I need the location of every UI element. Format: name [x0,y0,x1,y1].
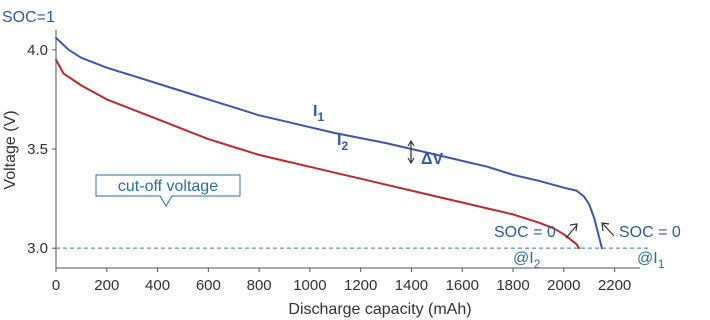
i1-letter: I [313,103,317,120]
y-tick-label-3.0: 3.0 [27,240,48,257]
x-tick-label-800: 800 [247,277,272,294]
soc0-i2-arrow [565,223,578,239]
x-tick-label-1600: 1600 [446,277,479,294]
i1-sub: 1 [317,110,324,124]
x-tick-label-2000: 2000 [547,277,580,294]
soc1-label: SOC=1 [2,9,55,26]
y-axis-title: Voltage (V) [2,110,19,189]
i2-label: I2 [337,132,348,153]
x-tick-label-1000: 1000 [293,277,326,294]
x-tick-label-1800: 1800 [496,277,529,294]
at-i1-prefix: @I [637,250,658,267]
x-tick-label-1200: 1200 [344,277,377,294]
y-tick-label-4.0: 4.0 [27,42,48,59]
cutoff-label: cut-off voltage [118,178,218,195]
at-i2-sub: 2 [534,257,541,271]
x-tick-label-600: 600 [196,277,221,294]
x-tick-label-0: 0 [52,277,60,294]
i1-label: I1 [313,103,324,124]
x-tick-label-400: 400 [145,277,170,294]
soc0-i1-label: SOC = 0 [619,224,681,241]
at-i1-label: @I1 [637,250,665,271]
series-line-i1 [55,36,603,250]
delta-v-label: ΔV [421,151,444,168]
cutoff-callout [95,174,241,207]
soc0-i2-label: SOC = 0 [494,224,556,241]
at-i2-label: @I2 [513,250,541,271]
at-i1-sub: 1 [658,257,665,271]
delta-v-arrow [407,139,415,165]
soc0-i1-arrow [601,222,615,237]
x-tick-label-2200: 2200 [598,277,631,294]
y-tick-label-3.5: 3.5 [27,141,48,158]
x-tick-label-1400: 1400 [395,277,428,294]
x-axis-title: Discharge capacity (mAh) [288,301,471,318]
series-line-i2 [55,58,581,250]
i2-letter: I [337,132,341,149]
i2-sub: 2 [341,139,348,153]
x-tick-label-200: 200 [94,277,119,294]
at-i2-prefix: @I [513,250,534,267]
